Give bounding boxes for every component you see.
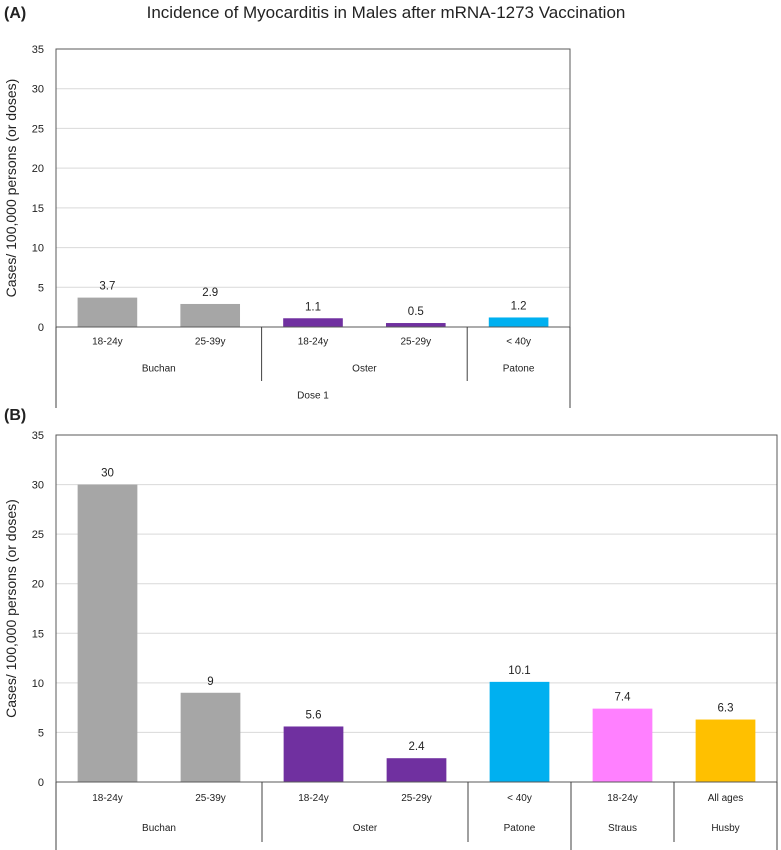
group-label: Patone xyxy=(503,364,535,375)
plot-frame xyxy=(55,434,778,783)
data-label: 3.7 xyxy=(99,281,115,293)
group-label: Buchan xyxy=(142,364,176,375)
plot-frame xyxy=(55,48,571,328)
chart-title: Incidence of Myocarditis in Males after … xyxy=(147,3,626,22)
panel-label: (A) xyxy=(4,5,26,22)
y-tick-label: 20 xyxy=(32,579,44,591)
y-tick-label: 30 xyxy=(32,84,44,96)
data-label: 6.3 xyxy=(718,703,734,715)
bar xyxy=(386,758,447,782)
group-label: Patone xyxy=(504,823,536,834)
data-label: 9 xyxy=(207,676,213,688)
data-label: 0.5 xyxy=(408,306,424,318)
bar xyxy=(77,484,138,782)
y-tick-label: 5 xyxy=(38,282,44,294)
bar xyxy=(385,323,446,327)
group-label: Husby xyxy=(711,823,739,834)
y-tick-label: 25 xyxy=(32,123,44,135)
data-label: 30 xyxy=(101,468,114,480)
x-tick-label: 18-24y xyxy=(92,337,123,348)
data-label: 1.1 xyxy=(305,301,321,313)
bar xyxy=(695,719,756,782)
bar xyxy=(592,708,653,782)
y-tick-label: 25 xyxy=(32,529,44,541)
y-tick-label: 15 xyxy=(32,203,44,215)
bar xyxy=(77,297,138,327)
x-tick-label: 25-29y xyxy=(401,337,432,348)
y-tick-label: 35 xyxy=(32,44,44,56)
y-tick-label: 0 xyxy=(38,322,44,334)
supergroup-label: Dose 1 xyxy=(297,391,329,402)
data-label: 7.4 xyxy=(615,692,632,704)
x-tick-label: < 40y xyxy=(506,337,531,348)
panel-a: (A) 0 5 10 15 20 25 30 35 Cases/ 100,000 persons … xyxy=(3,5,571,408)
bar xyxy=(283,318,343,327)
bar xyxy=(283,726,344,782)
group-label: Straus xyxy=(608,823,637,834)
x-tick-label: All ages xyxy=(708,793,744,804)
y-tick-label: 10 xyxy=(32,243,44,255)
x-tick-label: 25-39y xyxy=(195,337,226,348)
group-label: Oster xyxy=(353,823,378,834)
y-tick-label: 0 xyxy=(38,777,44,789)
x-tick-label: 25-29y xyxy=(401,793,432,804)
y-tick-label: 35 xyxy=(32,430,44,442)
panel-b: (B) 0 5 10 15 20 25 30 35 Cases/ 100,000 persons … xyxy=(3,407,778,850)
x-tick-label: 18-24y xyxy=(607,793,638,804)
y-tick-label: 10 xyxy=(32,678,44,690)
data-label: 1.2 xyxy=(511,300,527,312)
x-tick-label: 18-24y xyxy=(298,793,329,804)
data-label: 2.9 xyxy=(202,287,218,299)
y-tick-label: 20 xyxy=(32,163,44,175)
y-tick-label: 5 xyxy=(38,727,44,739)
y-tick-label: 30 xyxy=(32,480,44,492)
data-label: 5.6 xyxy=(306,709,322,721)
x-tick-label: 25-39y xyxy=(195,793,226,804)
y-axis-label: Cases/ 100,000 persons (or doses) xyxy=(3,499,19,718)
group-label: Buchan xyxy=(142,823,176,834)
bar xyxy=(180,303,241,327)
panel-label: (B) xyxy=(4,407,26,424)
group-label: Oster xyxy=(352,364,377,375)
bar xyxy=(180,692,241,782)
bar xyxy=(488,317,549,327)
data-label: 2.4 xyxy=(409,741,426,753)
x-tick-label: 18-24y xyxy=(92,793,123,804)
x-tick-label: < 40y xyxy=(507,793,532,804)
y-tick-label: 15 xyxy=(32,628,44,640)
bar xyxy=(489,681,550,782)
data-label: 10.1 xyxy=(508,665,530,677)
x-tick-label: 18-24y xyxy=(298,337,329,348)
y-axis-label: Cases/ 100,000 persons (or doses) xyxy=(3,79,19,298)
